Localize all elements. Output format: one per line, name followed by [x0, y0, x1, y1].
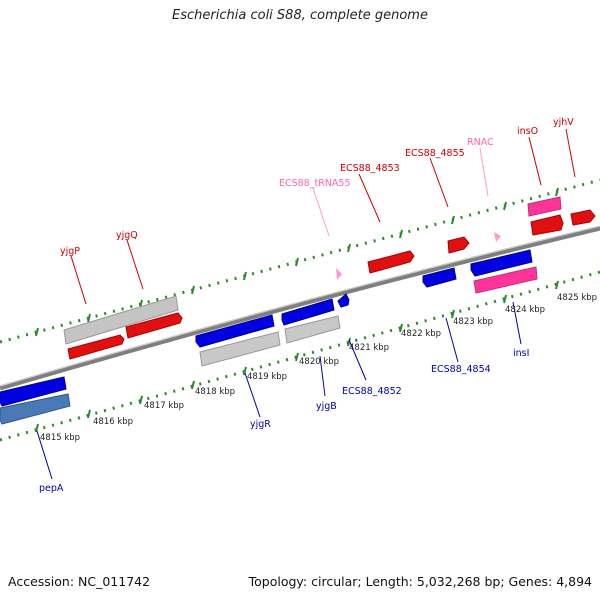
accession-text: Accession: NC_011742	[8, 574, 151, 589]
forward-leader-lines	[70, 128, 576, 305]
label-insI[interactable]: insI	[513, 348, 529, 359]
scale-label: 4820 kbp	[299, 357, 339, 367]
label-pepA[interactable]: pepA	[39, 483, 64, 494]
scale-label: 4822 kbp	[401, 329, 441, 339]
reverse-scale-line	[0, 270, 600, 442]
reverse-genes[interactable]	[0, 249, 538, 425]
scale-label: 4821 kbp	[349, 343, 389, 353]
trna-ECS88_tRNA55[interactable]	[336, 268, 342, 280]
genome-summary-text: Topology: circular; Length: 5,032,268 bp…	[248, 574, 592, 589]
gene-yjgR[interactable]	[195, 314, 275, 348]
reverse-major-ticks	[35, 280, 559, 433]
scale-label: 4819 kbp	[247, 372, 287, 382]
scale-label: 4817 kbp	[144, 401, 184, 411]
gene-insI-upper[interactable]	[470, 249, 533, 277]
label-yjgB[interactable]: yjgB	[316, 401, 337, 412]
gene-ECS88_4855[interactable]	[447, 236, 470, 254]
genome-backbone	[0, 225, 600, 391]
gene-insO-rna[interactable]	[527, 196, 562, 217]
label-yjgQ[interactable]: yjgQ	[116, 230, 138, 241]
gene-yjgP-pseudo[interactable]	[63, 295, 179, 345]
label-ECS88_4853[interactable]: ECS88_4853	[340, 163, 400, 174]
gene-yjhV[interactable]	[570, 209, 596, 226]
label-ECS88_tRNA55[interactable]: ECS88_tRNA55	[279, 178, 351, 189]
gene-ECS88_4853[interactable]	[367, 250, 415, 274]
gene-pepA[interactable]	[0, 376, 67, 407]
gene-yjgP[interactable]	[67, 334, 125, 360]
rna-RNAC[interactable]	[494, 232, 501, 242]
scale-label: 4823 kbp	[453, 317, 493, 327]
gene-yjgR-pseudo[interactable]	[199, 331, 281, 367]
forward-genes[interactable]	[63, 196, 596, 360]
scale-label: 4824 kbp	[505, 305, 545, 315]
scale-label: 4815 kbp	[40, 433, 80, 443]
label-insO[interactable]: insO	[517, 126, 538, 137]
forward-major-ticks	[35, 187, 559, 337]
gene-yjgQ[interactable]	[125, 312, 183, 339]
scale-label: 4818 kbp	[195, 387, 235, 397]
label-RNAC[interactable]: RNAC	[467, 137, 494, 148]
gene-pepA-shadow[interactable]	[0, 393, 71, 425]
gene-ECS88_4854[interactable]	[422, 267, 457, 288]
gene-insI[interactable]	[473, 266, 538, 294]
scale-label: 4825 kbp	[557, 293, 597, 303]
gene-ECS88_4852[interactable]	[337, 293, 350, 308]
gene-insO[interactable]	[530, 214, 564, 236]
reverse-leader-lines	[36, 301, 522, 480]
genome-title: Escherichia coli S88, complete genome	[172, 8, 428, 23]
label-ECS88_4855[interactable]: ECS88_4855	[405, 148, 465, 159]
genome-backbone-highlight	[0, 225, 600, 387]
label-yjhV[interactable]: yjhV	[553, 117, 574, 128]
label-yjgR[interactable]: yjgR	[250, 419, 271, 430]
scale-label: 4816 kbp	[93, 417, 133, 427]
gene-yjgB[interactable]	[281, 298, 335, 326]
label-ECS88_4852[interactable]: ECS88_4852	[342, 386, 402, 397]
label-ECS88_4854[interactable]: ECS88_4854	[431, 364, 491, 375]
label-yjgP[interactable]: yjgP	[60, 246, 80, 257]
gene-yjgB-pseudo[interactable]	[284, 315, 341, 344]
